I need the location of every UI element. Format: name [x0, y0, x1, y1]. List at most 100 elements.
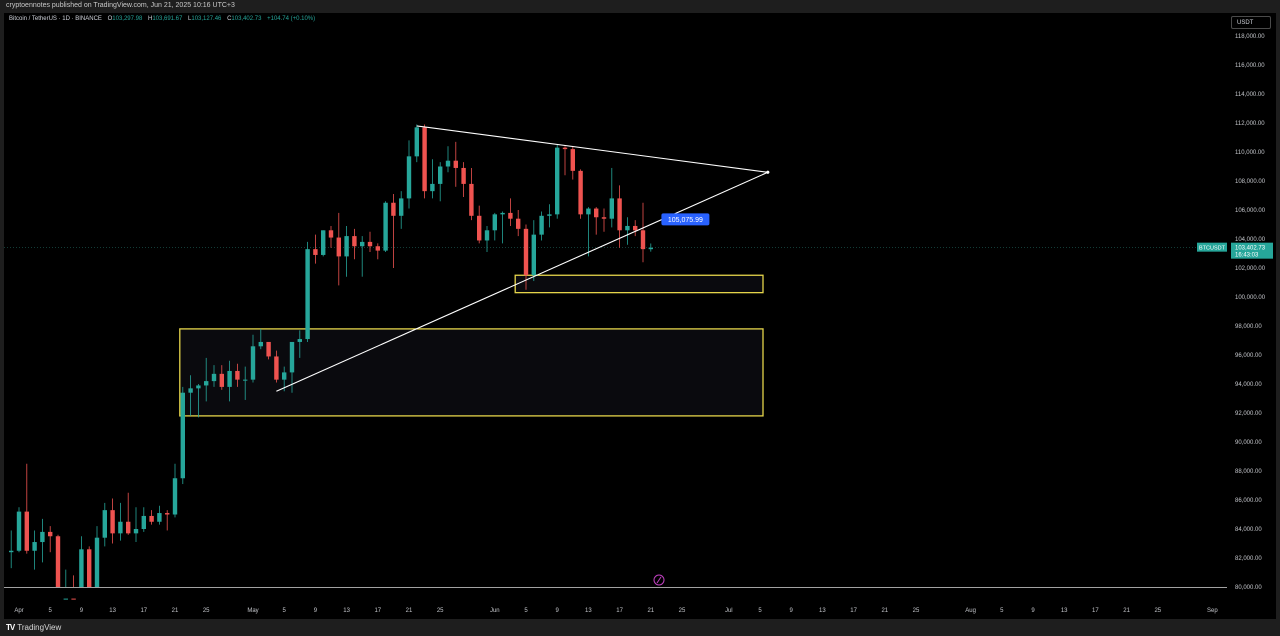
x-tick-label: 17 — [1092, 608, 1099, 614]
open-value: 103,297.98 — [112, 16, 143, 22]
candle-body — [562, 147, 568, 150]
x-tick-label: Aug — [965, 608, 976, 614]
x-tick-label: Jun — [490, 608, 500, 614]
candle-body — [219, 373, 224, 387]
candle-body — [250, 346, 256, 380]
candle-body — [352, 236, 357, 247]
candle-body — [648, 247, 653, 250]
event-marker-icon-glyph — [656, 576, 662, 584]
candle-body — [438, 166, 443, 184]
symbol-legend[interactable]: Bitcoin / TetherUS · 1D · BINANCE O103,2… — [9, 16, 319, 22]
x-tick-label: 9 — [790, 608, 794, 614]
candle-body — [360, 241, 365, 247]
candle-body — [617, 198, 622, 231]
event-marker-icon — [653, 574, 665, 586]
candle-body — [305, 249, 310, 340]
candles-layer — [9, 124, 653, 600]
candle-body — [375, 246, 380, 251]
candle-body — [87, 549, 92, 587]
candle-body — [367, 241, 373, 247]
tradingview-logo[interactable]: TV TradingView — [6, 623, 61, 632]
high-value: 103,691.67 — [152, 16, 183, 22]
candle-body — [633, 225, 638, 231]
support-trendline-endpoint — [766, 170, 770, 174]
candle-body — [422, 127, 427, 192]
publish-bar: cryptoennotes published on TradingView.c… — [0, 0, 1280, 13]
candle-body — [55, 536, 61, 587]
x-tick-label: 13 — [585, 608, 592, 614]
candle-body — [282, 372, 287, 380]
y-tick-label: 84,000.00 — [1235, 527, 1262, 533]
candle-body — [477, 215, 482, 241]
candle-body — [172, 478, 178, 515]
candle-body — [110, 510, 115, 534]
currency-button[interactable]: USDT — [1231, 16, 1271, 29]
candle-body — [188, 388, 193, 393]
low-value: 103,127.46 — [191, 16, 222, 22]
candle-body — [48, 531, 53, 537]
candle-body — [196, 385, 201, 389]
candle-body — [578, 170, 583, 215]
candle-body — [297, 339, 302, 342]
symbol-tag-label: BTCUSDT — [1199, 246, 1226, 252]
x-tick-label: 25 — [1154, 608, 1161, 614]
candle-body — [484, 230, 490, 241]
candle-body — [399, 198, 404, 216]
candle-body — [266, 341, 271, 357]
x-tick-label: 9 — [314, 608, 318, 614]
x-tick-label: 21 — [1123, 608, 1130, 614]
tradingview-logo-icon: TV — [6, 623, 15, 632]
time-axis: Apr 5 9 13 17 21 25 May 5 9 13 17 21 25 Jun 5 9 13 17 21 25 J… — [4, 587, 1227, 614]
price-axis: 118,000.00 116,000.00 114,000.00 112,000.00… — [1235, 34, 1266, 591]
x-tick-label: 5 — [49, 608, 53, 614]
candle-body — [227, 370, 232, 387]
candle-body — [539, 215, 544, 235]
demand-zone-lower — [179, 328, 764, 417]
candle-body — [141, 515, 146, 529]
candle-body — [406, 156, 412, 199]
x-tick-label: 17 — [140, 608, 147, 614]
x-tick-label: May — [247, 608, 258, 614]
price-callout-label: 105,075.99 — [668, 217, 703, 224]
candle-body — [63, 598, 68, 600]
candle-body — [640, 230, 646, 250]
change-value: +104.74 (+0.10%) — [267, 16, 316, 22]
x-tick-label: 17 — [616, 608, 623, 614]
x-tick-label: 17 — [374, 608, 381, 614]
candle-body — [508, 212, 513, 219]
x-tick-label: 13 — [819, 608, 826, 614]
open-key: O — [107, 16, 113, 22]
candle-body — [625, 225, 630, 231]
candle-body — [274, 356, 279, 380]
published-by-text: cryptoennotes published on TradingView.c… — [6, 2, 235, 9]
x-tick-label: 25 — [679, 608, 686, 614]
x-tick-label: 21 — [647, 608, 654, 614]
candle-body — [79, 549, 84, 587]
chart-frame[interactable] — [4, 13, 1276, 619]
x-tick-label: 13 — [109, 608, 116, 614]
symbol-name: Bitcoin / TetherUS · 1D · BINANCE — [9, 16, 102, 22]
candle-body — [336, 237, 341, 257]
x-tick-label: 21 — [406, 608, 413, 614]
x-tick-label: Sep — [1207, 608, 1218, 614]
y-tick-label: 94,000.00 — [1235, 382, 1262, 388]
candle-body — [555, 147, 560, 215]
y-tick-label: 86,000.00 — [1235, 498, 1262, 504]
resistance-trendline — [416, 125, 768, 173]
y-tick-label: 110,000.00 — [1235, 150, 1265, 156]
candle-body — [211, 373, 217, 382]
candle-body — [383, 202, 388, 251]
candle-body — [71, 598, 76, 600]
countdown-label: 16:43:03 — [1235, 253, 1259, 259]
candle-body — [430, 183, 435, 192]
candle-body — [133, 529, 139, 534]
candle-body — [601, 217, 607, 219]
candle-body — [453, 160, 458, 168]
candle-body — [461, 167, 466, 184]
candle-body — [180, 392, 185, 479]
candle-body — [32, 542, 37, 551]
price-callout-box — [661, 213, 710, 226]
y-tick-label: 92,000.00 — [1235, 411, 1262, 417]
